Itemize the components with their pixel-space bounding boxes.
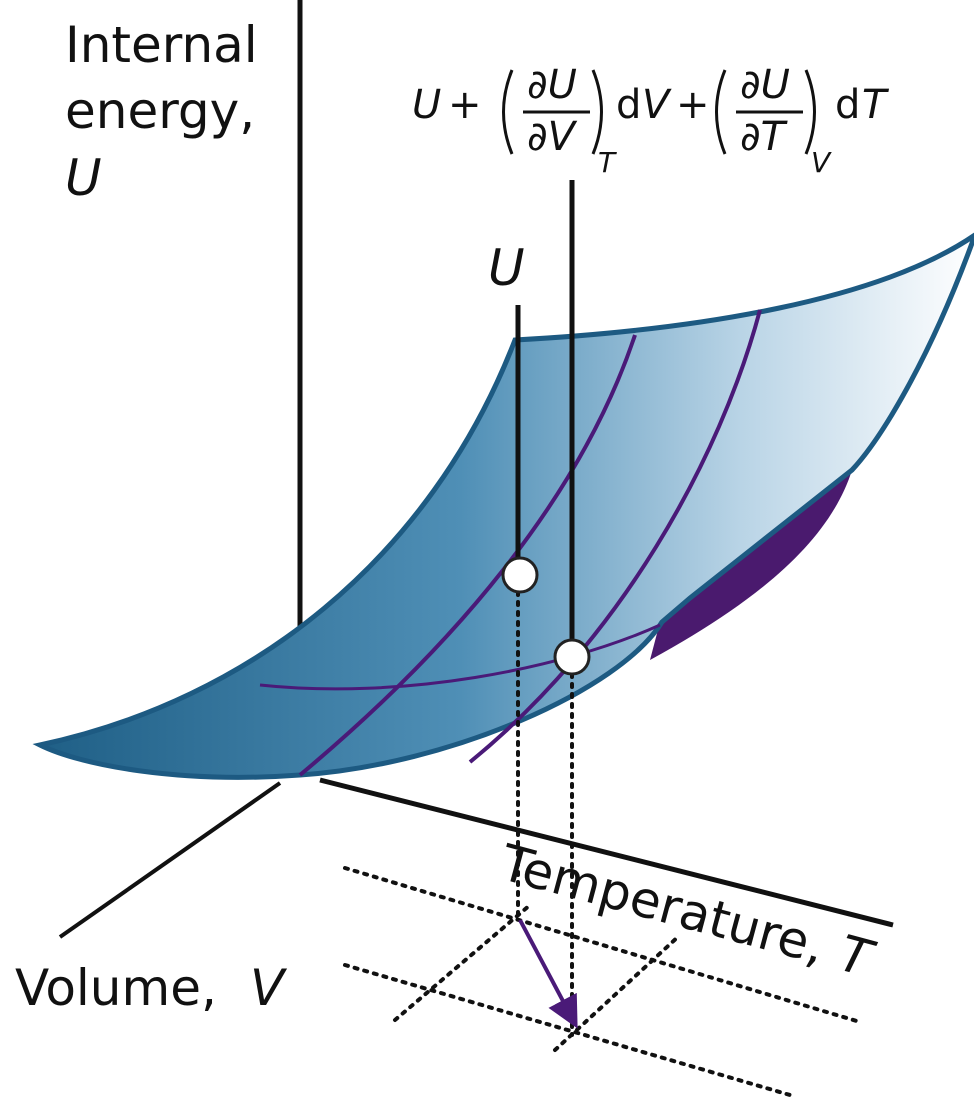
formula-symbol: ∂U bbox=[527, 62, 577, 108]
state-point bbox=[501, 556, 539, 594]
temperature-axis bbox=[319, 777, 894, 928]
axis-symbol: V bbox=[250, 959, 288, 1017]
axis-symbol: U bbox=[65, 149, 102, 207]
surface-underside bbox=[650, 470, 852, 660]
formula-subscript: V bbox=[811, 146, 832, 179]
formula-symbol: U bbox=[412, 82, 441, 128]
surface-curve bbox=[259, 623, 661, 691]
paren bbox=[502, 69, 514, 155]
paren bbox=[804, 69, 816, 155]
axis-label: Temperature, bbox=[494, 833, 831, 975]
axis-label: Internal bbox=[65, 16, 258, 74]
formula-subscript: T bbox=[598, 146, 617, 179]
axis-label: energy, bbox=[65, 82, 255, 140]
formula-symbol: V bbox=[642, 82, 672, 128]
volume-axis bbox=[58, 781, 282, 939]
paren bbox=[715, 69, 727, 155]
formula-symbol: ∂U bbox=[740, 62, 790, 108]
change-arrow bbox=[518, 919, 578, 1029]
point-label: U bbox=[488, 239, 525, 297]
formula-symbol: T bbox=[862, 82, 890, 128]
floor-grid bbox=[393, 903, 532, 1022]
formula-operator: + bbox=[676, 82, 710, 128]
temperature-label: Temperature, T bbox=[494, 833, 881, 989]
surface-curve bbox=[468, 309, 762, 764]
state-point bbox=[553, 638, 591, 676]
floor-grid bbox=[343, 963, 792, 1097]
floor-grid bbox=[343, 866, 862, 1024]
formula-symbol: ∂T bbox=[740, 114, 789, 160]
axis-label: Volume, bbox=[15, 959, 217, 1017]
formula: U + ∂U ∂V T d V + ∂U ∂T V d T bbox=[412, 62, 890, 179]
axis-symbol: T bbox=[833, 924, 881, 989]
floor-grid bbox=[553, 933, 682, 1052]
formula-symbol: d bbox=[835, 82, 860, 128]
paren bbox=[591, 69, 603, 155]
formula-symbol: d bbox=[616, 82, 641, 128]
formula-symbol: ∂V bbox=[527, 114, 578, 160]
formula-operator: + bbox=[448, 82, 482, 128]
